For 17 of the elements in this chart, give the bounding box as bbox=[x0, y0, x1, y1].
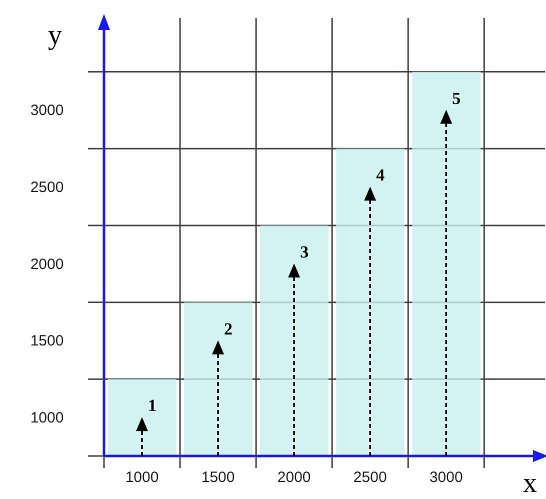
x-tick-label: 2500 bbox=[353, 469, 387, 486]
annotation: 2 bbox=[224, 319, 233, 338]
y-tick-label: 3000 bbox=[30, 102, 64, 120]
x-axis-title: x bbox=[523, 468, 537, 499]
annotation: 5 bbox=[452, 88, 461, 108]
x-tick-label: 1500 bbox=[201, 469, 235, 486]
y-tick-label: 2500 bbox=[30, 179, 64, 196]
x-tick-label: 2000 bbox=[277, 469, 311, 486]
x-tick-label: 1000 bbox=[125, 469, 159, 486]
y-axis-title: y bbox=[48, 20, 62, 51]
annotation: 4 bbox=[376, 166, 386, 185]
annotation: 3 bbox=[300, 242, 309, 262]
annotation: 1 bbox=[148, 396, 157, 416]
x-tick-label: 3000 bbox=[429, 469, 463, 486]
y-tick-label: 1000 bbox=[30, 410, 64, 427]
y-tick-label: 1500 bbox=[30, 332, 64, 350]
y-tick-label: 2000 bbox=[30, 256, 64, 273]
